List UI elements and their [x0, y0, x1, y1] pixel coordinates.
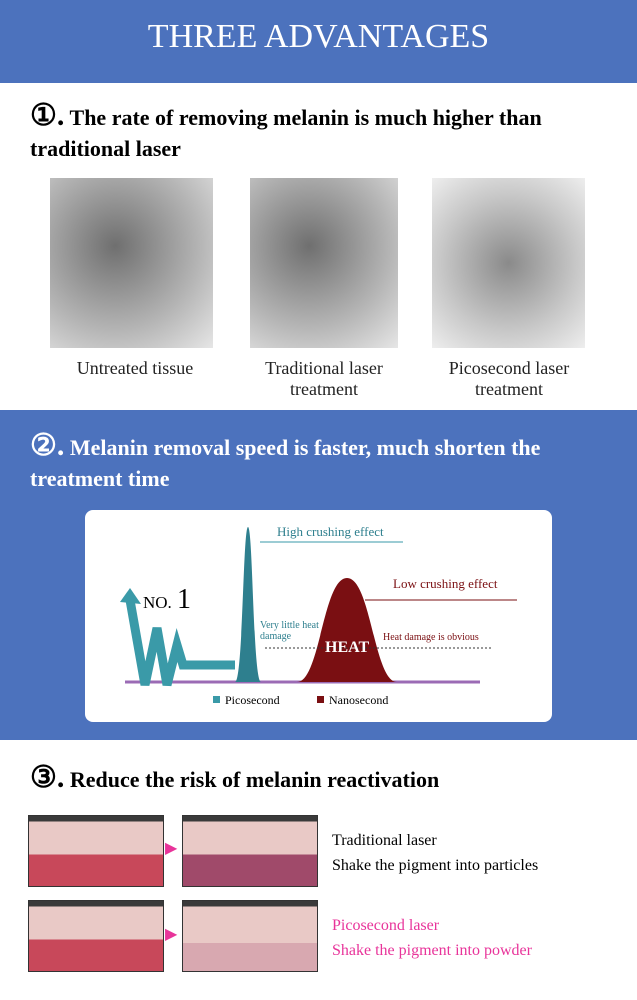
heading-text: Melanin removal speed is faster, much sh…: [30, 435, 541, 491]
little-damage: Very little heat damage: [260, 620, 319, 642]
title: THREE ADVANTAGES: [147, 18, 490, 55]
marker: ①.: [30, 99, 65, 132]
skin-image: [182, 815, 318, 887]
skin-image: [182, 900, 318, 972]
rank-prefix: NO.: [143, 593, 172, 612]
row-name: Picosecond laser: [332, 917, 440, 934]
heading: ③. Reduce the risk of melanin reactivati…: [30, 762, 620, 795]
skin-image: [28, 900, 164, 972]
pico-spike: [235, 527, 261, 682]
legend-label: Picosecond: [225, 693, 280, 707]
heading-text: The rate of removing melanin is much hig…: [30, 105, 542, 161]
low-label: Low crushing effect: [393, 576, 498, 591]
row-name: Traditional laser: [332, 832, 437, 849]
rank: 1: [177, 584, 191, 615]
row-effect: Shake the pigment into powder: [332, 942, 532, 959]
arrow: ▶: [165, 926, 178, 943]
zigzag-arrow: [125, 599, 235, 687]
tissue-image: [250, 178, 398, 348]
heading: ①. The rate of removing melanin is much …: [30, 100, 620, 164]
high-label: High crushing effect: [277, 524, 384, 539]
row-effect: Shake the pigment into particles: [332, 857, 539, 874]
header-band: [0, 0, 637, 83]
skin-image: [28, 815, 164, 887]
legend-swatch: [317, 696, 324, 703]
caption: Picosecond laser treatment: [448, 358, 570, 399]
legend-swatch: [213, 696, 220, 703]
nano-curve: [297, 578, 397, 682]
legend-label: Nanosecond: [329, 693, 388, 707]
tissue-image: [50, 178, 213, 348]
marker: ③.: [30, 761, 65, 794]
arrow: ▶: [165, 840, 178, 857]
arrow-head: [120, 588, 141, 604]
obvious-damage: Heat damage is obvious: [383, 632, 479, 643]
heat: HEAT: [325, 639, 369, 656]
marker: ②.: [30, 429, 65, 462]
heading: ②. Melanin removal speed is faster, much…: [30, 430, 620, 494]
tissue-image: [432, 178, 585, 348]
diagram: NO. 1 High crushing effect Low crushing …: [85, 510, 552, 722]
caption: Untreated tissue: [76, 358, 194, 378]
caption: Traditional laser treatment: [265, 358, 383, 399]
heading-text: Reduce the risk of melanin reactivation: [69, 767, 440, 792]
